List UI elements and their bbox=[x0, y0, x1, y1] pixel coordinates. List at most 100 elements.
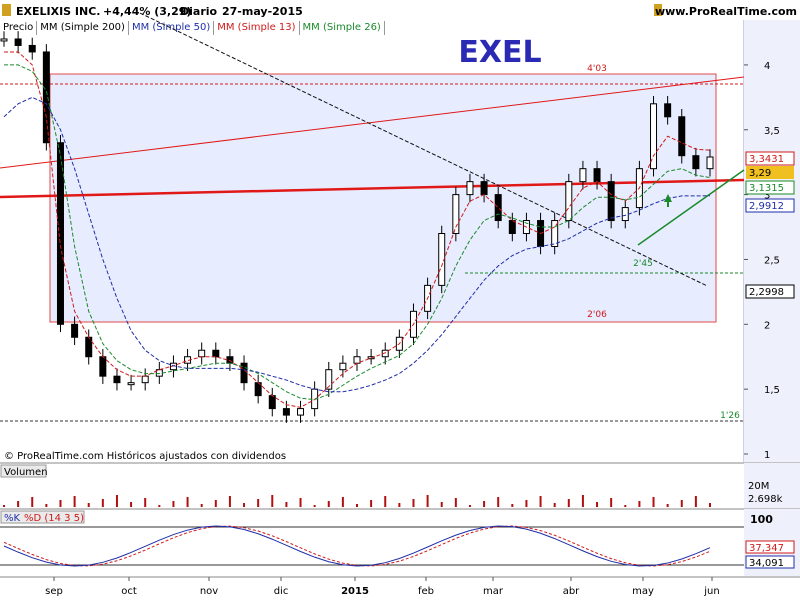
volume-bar bbox=[228, 496, 231, 507]
volume-bar bbox=[398, 503, 401, 507]
candle-body bbox=[42, 51, 50, 144]
candle-body bbox=[226, 356, 234, 364]
volume-bar bbox=[186, 497, 189, 507]
volume-max-label: 20M bbox=[748, 481, 769, 492]
candle-body bbox=[297, 408, 305, 416]
candle-body bbox=[466, 181, 474, 196]
candle-body bbox=[395, 336, 403, 351]
candle-body bbox=[169, 362, 177, 371]
candle-body bbox=[381, 349, 389, 358]
site-text: www.ProRealTime.com bbox=[655, 5, 797, 18]
price-ticks: 1 1,5 2 2,5 3 3,5 4 bbox=[744, 61, 780, 461]
stoch-d-value: 37,347 bbox=[749, 543, 784, 554]
price-tick-label: 4 bbox=[764, 61, 770, 72]
volume-bar bbox=[31, 497, 34, 507]
volume-bar bbox=[327, 501, 330, 507]
stoch-top-label: 100 bbox=[750, 513, 773, 526]
candle-body bbox=[141, 375, 149, 384]
time-tick-label: sep bbox=[45, 586, 63, 597]
volume-bar bbox=[652, 497, 655, 507]
volume-bar bbox=[624, 505, 627, 507]
candle-body bbox=[678, 116, 686, 157]
price-badges: 3,3431 3,29 3,1315 2,9912 2,2998 bbox=[745, 151, 795, 299]
candle-body bbox=[85, 336, 93, 358]
symbol-title: EXEL bbox=[458, 35, 541, 70]
volume-bar bbox=[440, 502, 443, 507]
price-tick-label: 2 bbox=[764, 320, 770, 331]
candle-body bbox=[127, 382, 135, 386]
candle-body bbox=[621, 207, 629, 222]
candle-body bbox=[198, 349, 206, 358]
ma200-badge bbox=[745, 284, 795, 299]
stoch-d-label: %D (14 3 5) bbox=[24, 513, 84, 524]
candle-body bbox=[353, 356, 361, 364]
candle-body bbox=[593, 168, 601, 183]
volume-bar bbox=[101, 499, 104, 507]
time-ticks: sep oct nov dic 2015 feb mar abr may jun bbox=[45, 577, 720, 597]
legend-ma26[interactable]: MM (Simple 26) bbox=[300, 21, 385, 35]
price-tick-label: 3,5 bbox=[764, 126, 780, 137]
main-trendline bbox=[0, 178, 745, 199]
candle-body bbox=[282, 408, 290, 416]
volume-bar bbox=[17, 501, 20, 507]
ma200-line bbox=[139, 12, 707, 286]
candle-body bbox=[99, 356, 107, 377]
stoch-label-box bbox=[0, 510, 85, 524]
stoch-k-value: 34,091 bbox=[749, 558, 784, 569]
export-icon[interactable] bbox=[654, 4, 662, 16]
volume-bar bbox=[59, 500, 62, 507]
ma50-line bbox=[3, 96, 711, 393]
ticker-name: EXELIXIS INC. bbox=[16, 5, 101, 18]
candle-body bbox=[508, 220, 516, 235]
candle-body bbox=[155, 369, 163, 377]
candle-body bbox=[14, 38, 22, 46]
candle-body bbox=[551, 220, 559, 247]
buy-arrow-icon bbox=[664, 194, 672, 207]
legend-ma50[interactable]: MM (Simple 50) bbox=[129, 21, 215, 35]
volume-bar bbox=[596, 502, 599, 507]
volume-bar bbox=[299, 498, 302, 507]
candle-body bbox=[635, 168, 643, 209]
legend-ma200[interactable]: MM (Simple 200) bbox=[37, 21, 129, 35]
volume-label-box bbox=[0, 464, 47, 478]
candle-body bbox=[339, 362, 347, 371]
candle-body bbox=[325, 369, 333, 390]
legend-price[interactable]: Precio bbox=[0, 21, 38, 35]
candle-body bbox=[113, 375, 121, 384]
box-top-label: 4'03 bbox=[587, 64, 607, 74]
volume-bar bbox=[680, 500, 683, 507]
candle-body bbox=[311, 388, 319, 410]
stoch-d-line bbox=[3, 525, 711, 567]
candle-body bbox=[212, 349, 220, 358]
time-tick-label: jun bbox=[703, 586, 719, 597]
box-bottom-label: 2'06 bbox=[587, 310, 607, 320]
ma13-line bbox=[4, 51, 711, 408]
ma26-badge bbox=[745, 180, 795, 195]
candle-body bbox=[480, 181, 488, 196]
volume-bar bbox=[694, 496, 697, 507]
volume-bar bbox=[426, 495, 429, 507]
volume-bar bbox=[666, 504, 669, 507]
candle-body bbox=[579, 168, 587, 183]
stoch-k-badge bbox=[745, 555, 795, 569]
volume-bar bbox=[539, 496, 542, 507]
time-tick-label: feb bbox=[418, 586, 434, 597]
volume-bar bbox=[454, 498, 457, 507]
volume-bar bbox=[468, 505, 471, 507]
candle-body bbox=[71, 323, 79, 338]
volume-axis-bg bbox=[744, 463, 800, 508]
folder-icon[interactable] bbox=[2, 4, 11, 16]
volume-bar bbox=[525, 500, 528, 507]
candle-body bbox=[452, 194, 460, 235]
candle-body bbox=[494, 194, 502, 222]
volume-bar bbox=[412, 499, 415, 507]
legend-ma13[interactable]: MM (Simple 13) bbox=[214, 21, 300, 35]
volume-bar bbox=[73, 496, 76, 507]
candle-body bbox=[537, 220, 545, 247]
volume-bar bbox=[158, 505, 161, 507]
volume-bar bbox=[45, 504, 48, 507]
volume-bar bbox=[130, 502, 133, 507]
volume-bar bbox=[214, 500, 217, 507]
volume-bar bbox=[370, 500, 373, 507]
volume-bar bbox=[172, 501, 175, 507]
